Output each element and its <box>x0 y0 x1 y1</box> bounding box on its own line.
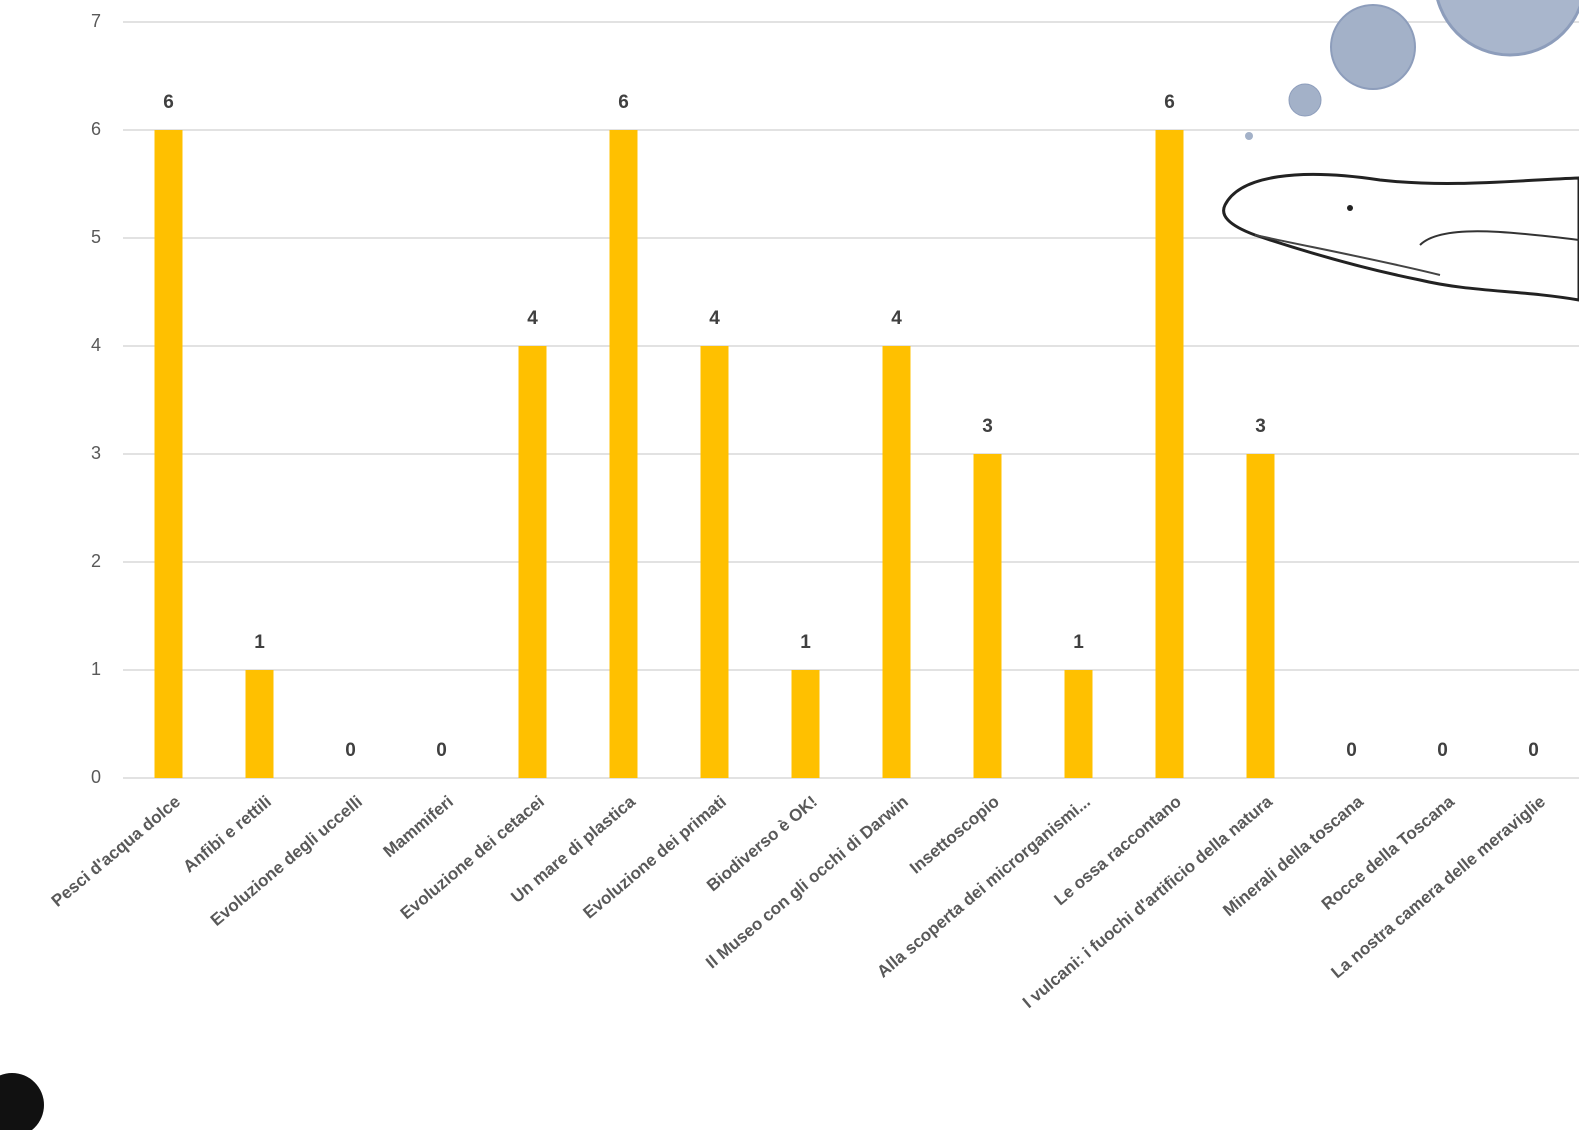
y-tick-label: 6 <box>91 119 101 139</box>
value-label: 4 <box>527 308 538 329</box>
value-label: 4 <box>891 308 902 329</box>
x-tick-label: Evoluzione degli uccelli <box>207 792 366 930</box>
bar <box>700 346 729 778</box>
x-tick-label: Evoluzione dei cetacei <box>397 792 548 923</box>
value-label: 3 <box>982 416 993 437</box>
value-label: 0 <box>1346 740 1357 761</box>
value-label: 0 <box>1528 740 1539 761</box>
bar <box>882 346 911 778</box>
bar <box>518 346 547 778</box>
value-label: 3 <box>1255 416 1266 437</box>
value-label: 1 <box>254 632 265 653</box>
x-tick-label: Mammiferi <box>380 792 457 861</box>
y-tick-label: 3 <box>91 443 101 463</box>
x-tick-label: Insettoscopio <box>906 792 1003 878</box>
value-label: 1 <box>800 632 811 653</box>
bar <box>1064 670 1093 778</box>
bubble <box>1288 83 1322 117</box>
whale-fin <box>1419 230 1579 246</box>
bubble <box>1330 4 1416 90</box>
logo <box>0 1073 44 1130</box>
value-label: 1 <box>1073 632 1084 653</box>
x-tick-label: Il Museo con gli occhi di Darwin <box>702 792 912 972</box>
value-label: 6 <box>1164 92 1175 113</box>
bubble <box>1245 132 1253 140</box>
bar <box>1155 130 1184 778</box>
value-label: 4 <box>709 308 720 329</box>
value-label: 0 <box>345 740 356 761</box>
whale-eye <box>1347 205 1353 211</box>
bar <box>154 130 183 778</box>
x-tick-label: Pesci d'acqua dolce <box>48 792 184 911</box>
bar <box>1246 454 1275 778</box>
bar <box>609 130 638 778</box>
value-label: 0 <box>436 740 447 761</box>
x-tick-label: Anfibi e rettili <box>180 792 275 876</box>
bubble <box>1436 0 1579 57</box>
bar <box>791 670 820 778</box>
y-tick-label: 4 <box>91 335 101 355</box>
bar <box>245 670 274 778</box>
y-tick-label: 7 <box>91 11 101 31</box>
value-label: 6 <box>163 92 174 113</box>
whale-illustration <box>1222 172 1579 302</box>
value-label: 0 <box>1437 740 1448 761</box>
whale-line <box>1254 234 1441 276</box>
y-tick-label: 0 <box>91 767 101 787</box>
y-tick-label: 2 <box>91 551 101 571</box>
bar <box>973 454 1002 778</box>
plot: 0 1 2 3 4 5 6 7 6 Pesci d'acqua dolce 1 Anfibi e re… <box>48 11 1579 1012</box>
value-label: 6 <box>618 92 629 113</box>
y-tick-label: 5 <box>91 227 101 247</box>
y-tick-label: 1 <box>91 659 101 679</box>
